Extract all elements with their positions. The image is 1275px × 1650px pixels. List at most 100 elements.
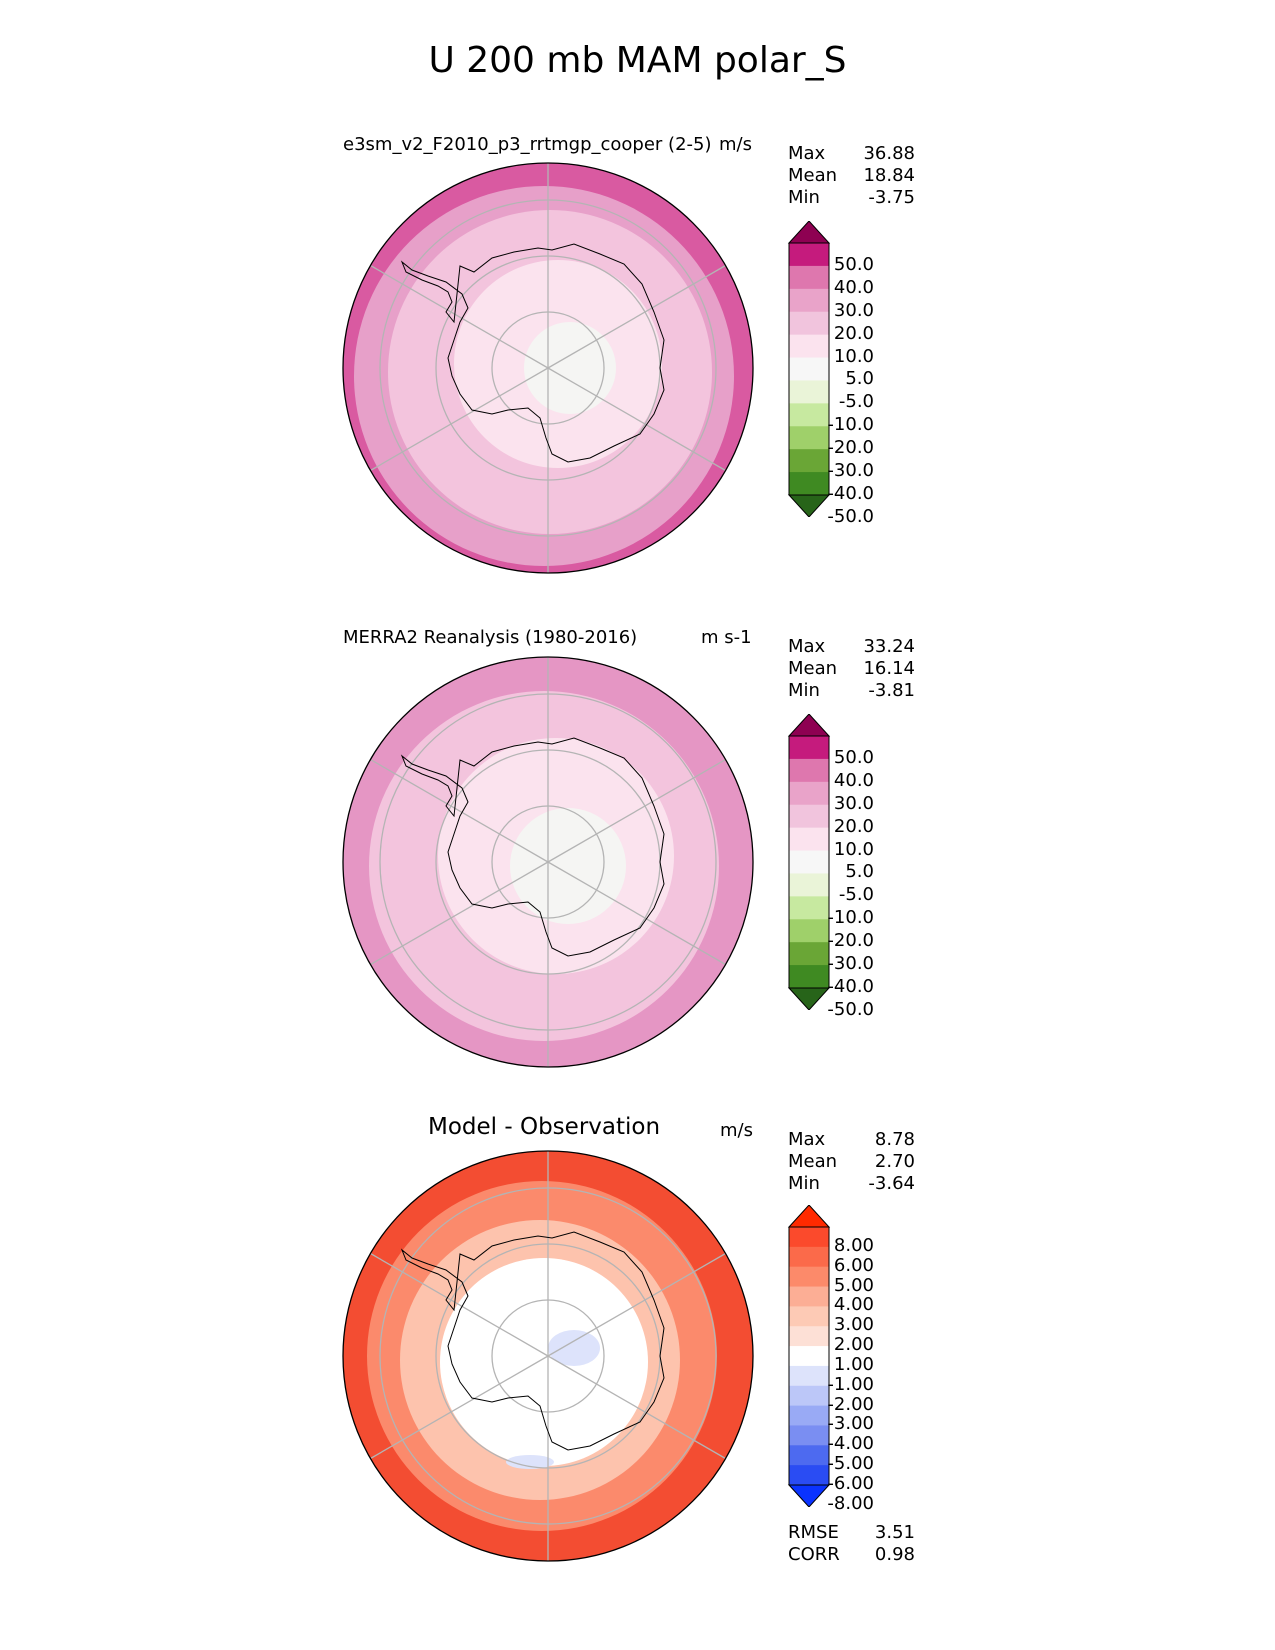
antarctica-coastline bbox=[400, 1231, 665, 1451]
longitude-gridline bbox=[547, 1250, 731, 1357]
colorbar-extend-min bbox=[787, 1484, 831, 1507]
stat-value: 16.14 bbox=[863, 658, 915, 679]
colorbar-swatch bbox=[789, 1306, 829, 1327]
stat-max: Max 36.88 bbox=[788, 143, 915, 165]
longitude-gridline bbox=[365, 861, 549, 968]
colorbar-swatch bbox=[789, 1465, 829, 1486]
colorbar-tick-label: -8.00 bbox=[827, 1492, 874, 1514]
colorbar-tick-label: 2.00 bbox=[833, 1334, 874, 1356]
colorbar-swatch bbox=[789, 334, 829, 359]
colorbar-swatch bbox=[789, 311, 829, 336]
colorbar-frame bbox=[788, 735, 830, 989]
stat-mean: Mean 2.70 bbox=[788, 1151, 915, 1173]
longitude-gridline bbox=[365, 367, 549, 474]
colorbar-obs bbox=[787, 714, 831, 1010]
panel-title-obs: MERRA2 Reanalysis (1980-2016) bbox=[343, 627, 638, 648]
colorbar-tick-label: 30.0 bbox=[833, 792, 874, 814]
longitude-gridline bbox=[365, 1250, 549, 1357]
stat-value: 0.98 bbox=[874, 1544, 915, 1565]
colorbar-swatch bbox=[789, 850, 829, 874]
stat-min: Min -3.64 bbox=[788, 1173, 915, 1195]
colorbar-tick-label: -20.0 bbox=[827, 437, 874, 459]
colorbar-swatch bbox=[789, 758, 829, 783]
colorbar-swatch bbox=[789, 357, 829, 381]
longitude-gridline bbox=[547, 861, 731, 968]
stat-value: 18.84 bbox=[863, 165, 915, 186]
stat-value: -3.75 bbox=[868, 187, 915, 208]
longitude-gridline bbox=[547, 367, 731, 474]
colorbar-tick-label: -50.0 bbox=[827, 998, 874, 1020]
colorbar-swatch bbox=[789, 965, 829, 989]
stat-label: Max bbox=[788, 1129, 826, 1150]
colorbar-tick-label: -3.00 bbox=[827, 1413, 874, 1435]
panel-title-model: e3sm_v2_F2010_p3_rrtmgp_cooper (2-5) bbox=[343, 134, 712, 155]
colorbar-tick-label: -5.0 bbox=[838, 391, 874, 413]
colorbar-swatch bbox=[789, 1346, 829, 1367]
colorbar-swatch bbox=[789, 380, 829, 404]
colorbar-tick-label: -5.00 bbox=[827, 1453, 874, 1475]
polar-map-diff bbox=[342, 1150, 754, 1562]
stat-value: 36.88 bbox=[863, 143, 915, 164]
colorbar-tick-label: 10.0 bbox=[833, 345, 874, 367]
contour-band bbox=[548, 1330, 600, 1366]
contour-band bbox=[506, 1455, 554, 1469]
colorbar-tick-label: 6.00 bbox=[833, 1254, 874, 1276]
colorbar-extend-min bbox=[787, 987, 831, 1010]
colorbar-model bbox=[787, 221, 831, 517]
colorbar-tick-label: -10.0 bbox=[827, 907, 874, 929]
colorbar-tick-label: 40.0 bbox=[833, 769, 874, 791]
map-boundary bbox=[342, 162, 754, 574]
colorbar-swatch bbox=[789, 1266, 829, 1288]
stat-mean: Mean 18.84 bbox=[788, 165, 915, 187]
colorbar-tick-label: -10.0 bbox=[827, 414, 874, 436]
colorbar-swatch bbox=[789, 1246, 829, 1268]
colorbar-swatch bbox=[789, 403, 829, 427]
colorbar-tick-label: -5.0 bbox=[838, 884, 874, 906]
colorbar-swatch bbox=[789, 781, 829, 806]
colorbar-swatch bbox=[789, 1326, 829, 1347]
colorbar-swatch bbox=[789, 827, 829, 852]
colorbar-extend-min bbox=[787, 494, 831, 517]
colorbar-tick-label: 5.0 bbox=[845, 368, 874, 390]
stat-label: Mean bbox=[788, 658, 838, 679]
colorbar-swatch bbox=[789, 873, 829, 897]
colorbar-swatch bbox=[789, 1425, 829, 1446]
colorbar-tick-label: -30.0 bbox=[827, 953, 874, 975]
antarctica-coastline bbox=[400, 243, 665, 463]
contour-band bbox=[440, 1258, 648, 1466]
stat-max: Max 33.24 bbox=[788, 636, 915, 658]
stat-min: Min -3.75 bbox=[788, 187, 915, 209]
colorbar-extend-max bbox=[787, 221, 831, 244]
stat-max: Max 8.78 bbox=[788, 1129, 915, 1151]
colorbar-swatch bbox=[789, 942, 829, 966]
colorbar-swatch bbox=[789, 265, 829, 290]
colorbar-swatch bbox=[789, 1365, 829, 1387]
stat-label: Min bbox=[788, 680, 820, 701]
colorbar-tick-label: -40.0 bbox=[827, 976, 874, 997]
stat-value: -3.64 bbox=[868, 1173, 915, 1194]
stat-value: -3.81 bbox=[868, 680, 915, 701]
colorbar-swatch bbox=[789, 426, 829, 450]
colorbar-tick-label: 20.0 bbox=[833, 322, 874, 344]
units-model: m/s bbox=[719, 134, 752, 155]
longitude-gridline bbox=[365, 1355, 549, 1462]
colorbar-swatch bbox=[789, 804, 829, 829]
colorbar-swatch bbox=[789, 472, 829, 496]
longitude-gridline bbox=[365, 262, 549, 369]
colorbar-tick-label: -30.0 bbox=[827, 460, 874, 482]
panel-title-diff: Model - Observation bbox=[428, 1114, 661, 1140]
colorbar-frame bbox=[788, 1226, 830, 1486]
colorbar-tick-label: 40.0 bbox=[833, 276, 874, 298]
colorbar-tick-label: 1.00 bbox=[833, 1353, 874, 1375]
stats-obs: Max 33.24 Mean 16.14 Min -3.81 bbox=[788, 636, 915, 702]
stat-label: RMSE bbox=[788, 1522, 839, 1543]
map-boundary bbox=[342, 656, 754, 1068]
colorbar-swatch bbox=[789, 736, 829, 760]
stat-value: 3.51 bbox=[874, 1522, 915, 1543]
colorbar-tick-label: 30.0 bbox=[833, 299, 874, 321]
stat-value: 8.78 bbox=[874, 1129, 915, 1150]
colorbar-extend-max bbox=[787, 714, 831, 737]
contour-band bbox=[524, 322, 616, 414]
colorbar-tick-label: -4.00 bbox=[827, 1433, 874, 1455]
colorbar-tick-label: 8.00 bbox=[833, 1234, 874, 1256]
